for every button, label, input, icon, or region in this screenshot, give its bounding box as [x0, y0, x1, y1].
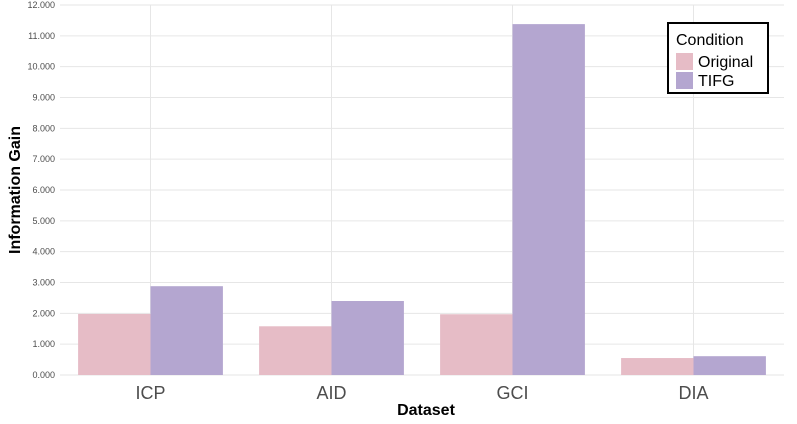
y-tick-label: 9.000 [32, 93, 55, 103]
y-tick-label: 11.000 [28, 31, 55, 41]
bar-tifg-gci [512, 24, 585, 375]
legend-label-original: Original [698, 54, 753, 71]
y-tick-label: 7.000 [32, 154, 55, 164]
y-axis-title: Information Gain [7, 126, 24, 254]
y-tick-label: 5.000 [32, 216, 55, 226]
bar-original-aid [259, 326, 332, 375]
bar-tifg-dia [693, 356, 766, 375]
legend: Condition Original TIFG [667, 22, 769, 94]
y-tick-label: 1.000 [32, 339, 55, 349]
x-axis-title: Dataset [397, 402, 455, 419]
legend-label-tifg: TIFG [698, 73, 734, 90]
y-tick-label: 2.000 [32, 308, 55, 318]
bar-original-gci [440, 314, 513, 375]
x-tick-label: GCI [496, 383, 528, 403]
y-tick-labels: 0.000 1.000 2.000 3.000 4.000 5.000 6.000 7.000… [27, 0, 55, 380]
y-tick-label: 0.000 [32, 370, 55, 380]
y-tick-label: 6.000 [32, 185, 55, 195]
bars [78, 24, 766, 375]
bar-original-icp [78, 313, 151, 375]
bar-tifg-icp [150, 286, 223, 375]
x-tick-label: AID [316, 383, 346, 403]
legend-items: Original TIFG [676, 53, 753, 90]
x-tick-label: ICP [135, 383, 165, 403]
legend-swatch-tifg [676, 72, 693, 89]
y-tick-label: 12.000 [27, 0, 55, 10]
x-tick-label: DIA [678, 383, 708, 403]
bar-original-dia [621, 358, 694, 375]
y-tick-label: 4.000 [32, 247, 55, 257]
y-tick-label: 10.000 [27, 62, 55, 72]
bar-tifg-aid [331, 301, 404, 375]
legend-title: Condition [676, 32, 744, 49]
y-tick-label: 3.000 [32, 278, 55, 288]
x-tick-labels: ICP AID GCI DIA [135, 383, 708, 403]
y-tick-label: 8.000 [32, 123, 55, 133]
legend-swatch-original [676, 53, 693, 70]
